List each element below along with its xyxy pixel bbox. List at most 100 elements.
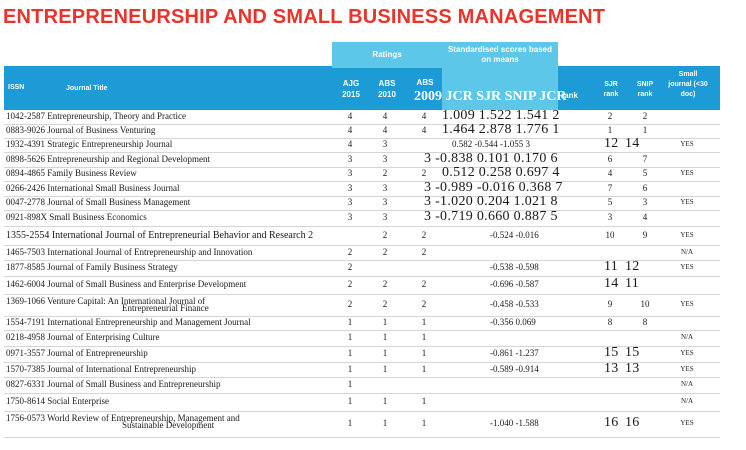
row-ajg-2015: 3 <box>347 154 353 164</box>
row-divider <box>4 196 720 197</box>
row-divider <box>4 393 720 394</box>
row-ranks: 14 <box>604 276 619 291</box>
row-ajg-2015: 3 <box>347 183 353 193</box>
row-ajg-2015: 2 <box>347 299 353 309</box>
row-divider <box>4 167 720 168</box>
row-small-journal: N/A <box>680 248 694 256</box>
row-snip-rank: 3 <box>642 197 648 207</box>
row-abs-2009: 2 <box>421 299 427 309</box>
row-ajg-2015: 2 <box>347 262 353 272</box>
row-abs-2010: 1 <box>382 332 388 342</box>
row-abs-2010: 1 <box>382 418 388 428</box>
row-divider <box>4 226 720 227</box>
row-issn-title: 1462-6004 Journal of Small Business and … <box>6 279 247 289</box>
row-issn-title: 1369-1066 Venture Capital: An Internatio… <box>6 296 206 306</box>
standardised-label: Standardised scores based on means <box>447 45 553 64</box>
row-abs-2010: 3 <box>382 197 388 207</box>
row-ajg-2015: 3 <box>347 212 353 222</box>
ratings-subheader <box>332 68 442 110</box>
row-issn-title: 1750-8614 Social Enterprise <box>6 396 109 406</box>
row-scores: -0.524 -0.016 <box>490 230 539 240</box>
row-snip-rank: 2 <box>642 111 648 121</box>
row-divider <box>4 124 720 125</box>
row-issn-title: 0883-9026 Journal of Business Venturing <box>6 125 156 135</box>
row-abs-2010: 2 <box>382 279 388 289</box>
row-ajg-2015: 2 <box>347 279 353 289</box>
row-divider <box>4 210 720 211</box>
row-abs-2010: 1 <box>382 317 388 327</box>
row-abs-2010: 1 <box>382 364 388 374</box>
row-sjr-rank: 2 <box>607 111 613 121</box>
row-issn-title: 1042-2587 Entrepreneurship, Theory and P… <box>6 111 187 121</box>
row-scores: -0.696 -0.587 <box>490 279 539 289</box>
row-divider <box>4 294 720 295</box>
row-abs-2010: 3 <box>382 183 388 193</box>
row-small-journal: N/A <box>680 380 694 388</box>
abs-2010-header: ABS 2010 <box>378 79 396 99</box>
row-snip-rank: 4 <box>642 212 648 222</box>
row-snip-rank: 10 <box>640 299 650 309</box>
row-issn-title: 0218-4958 Journal of Enterprising Cultur… <box>6 332 160 342</box>
row-snip-rank: 9 <box>642 230 648 240</box>
row-small-journal: N/A <box>680 397 694 405</box>
row-issn-title: 1932-4391 Strategic Entrepreneurship Jou… <box>6 139 173 149</box>
row-scores: 1.464 2.878 1.776 1 <box>442 122 560 137</box>
row-small-journal: YES <box>680 365 694 373</box>
row-abs-2010: 1 <box>382 396 388 406</box>
row-abs-2009: 1 <box>421 317 427 327</box>
row-ranks: 15 <box>604 345 619 360</box>
row-ajg-2015: 3 <box>347 168 353 178</box>
row-ajg-2015: 1 <box>347 348 353 358</box>
row-scores: 3 -0.838 0.101 0.170 6 <box>424 151 558 166</box>
header-bar <box>4 66 332 110</box>
row-snip-rank: 1 <box>642 125 648 135</box>
standardised-header: Standardised scores based on means <box>442 42 558 68</box>
row-abs-2010: 2 <box>382 299 388 309</box>
row-abs-2009: 2 <box>421 230 427 240</box>
row-issn-title: 0921-898X Small Business Economics <box>6 212 147 222</box>
row-sjr-rank: 9 <box>607 299 613 309</box>
row-ranks: 11 <box>604 259 619 274</box>
row-issn-title: 0971-3557 Journal of Entrepreneurship <box>6 348 148 358</box>
row-divider <box>4 377 720 378</box>
row-ranks: 12 <box>625 259 640 274</box>
row-ajg-2015: 1 <box>347 379 353 389</box>
ratings-header: Ratings <box>332 42 442 68</box>
row-small-journal: YES <box>680 300 694 308</box>
row-abs-2010: 3 <box>382 212 388 222</box>
rank-header-overflow: rank <box>561 91 578 100</box>
row-abs-2009: 1 <box>421 396 427 406</box>
row-issn-title: 0266-2426 International Small Business J… <box>6 183 180 193</box>
small-journal-header: Small journal (<30 doc) <box>668 71 708 98</box>
row-divider <box>4 276 720 277</box>
row-snip-rank: 5 <box>642 168 648 178</box>
row-small-journal: YES <box>680 263 694 271</box>
row-small-journal: YES <box>680 169 694 177</box>
row-small-journal: N/A <box>680 333 694 341</box>
page-title: ENTREPRENEURSHIP AND SMALL BUSINESS MANA… <box>3 6 606 28</box>
row-scores: -0.589 -0.914 <box>490 364 539 374</box>
row-divider <box>4 437 720 438</box>
row-sjr-rank: 8 <box>607 317 613 327</box>
row-sjr-rank: 6 <box>607 154 613 164</box>
row-scores: -0.538 -0.598 <box>490 262 539 272</box>
row-divider <box>4 260 720 261</box>
row-issn-title: 1570-7385 Journal of International Entre… <box>6 364 196 374</box>
row-abs-2010: 4 <box>382 125 388 135</box>
row-issn-title: 1554-7191 International Entrepreneurship… <box>6 317 251 327</box>
row-ajg-2015: 4 <box>347 111 353 121</box>
row-ranks: 13 <box>625 361 640 376</box>
ajg-2015-header: AJG 2015 <box>342 79 360 99</box>
row-scores: 3 -0.719 0.660 0.887 5 <box>424 209 558 224</box>
row-scores: 3 -0.989 -0.016 0.368 7 <box>424 180 563 195</box>
row-sjr-rank: 1 <box>607 125 613 135</box>
row-scores: -0.458 -0.533 <box>490 299 539 309</box>
row-abs-2009: 1 <box>421 418 427 428</box>
sjr-rank-header: SJR rank <box>603 81 619 98</box>
row-divider <box>4 346 720 347</box>
row-scores: -0.356 0.069 <box>490 317 536 327</box>
scores-subheader <box>442 68 558 110</box>
row-small-journal: YES <box>680 231 694 239</box>
row-issn-title: 1465-7503 International Journal of Entre… <box>6 247 253 257</box>
row-abs-2009: 1 <box>421 332 427 342</box>
